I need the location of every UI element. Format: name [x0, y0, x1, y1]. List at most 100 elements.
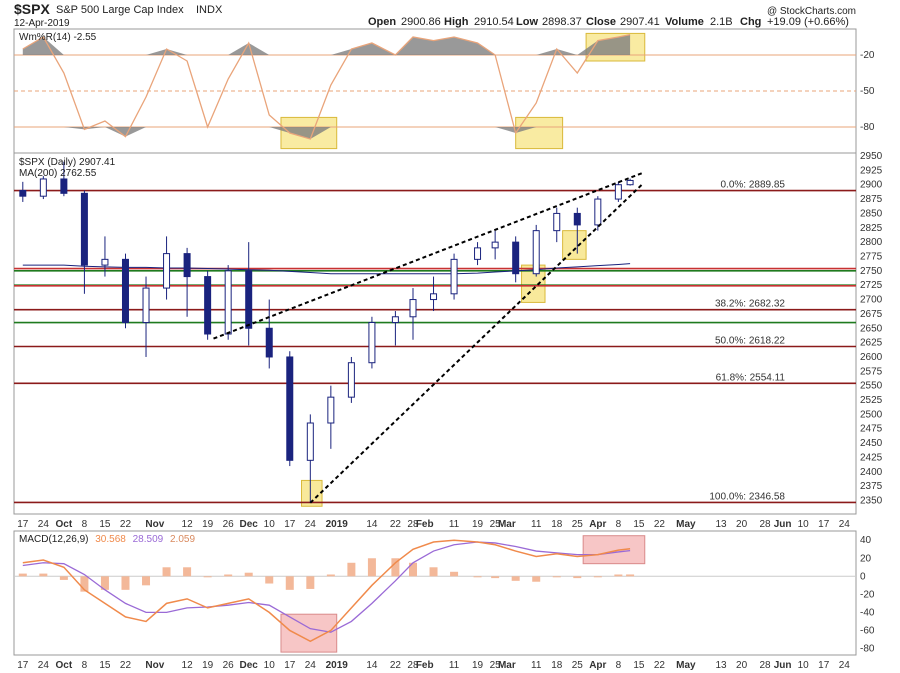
macd-tick-label-4: -40	[860, 607, 875, 618]
time-label-1-30: May	[676, 660, 696, 671]
watermark: @ StockCharts.com	[767, 6, 856, 17]
willr-line	[22, 33, 631, 140]
macd-hist-bar-11	[244, 572, 253, 577]
candle-body-12	[265, 327, 273, 358]
macd-hist-bar-2	[59, 576, 68, 580]
exchange: INDX	[196, 4, 223, 16]
time-label-1-4: 15	[99, 660, 111, 671]
price-panel	[13, 152, 857, 515]
time-label-0-9: 26	[223, 519, 235, 530]
time-label-1-22: Mar	[498, 660, 516, 671]
time-label-1-7: 12	[182, 660, 194, 671]
candle-body-26	[553, 212, 561, 232]
candle-body-11	[245, 270, 253, 329]
price-tick-label-12: 2650	[860, 323, 883, 334]
time-label-1-8: 19	[202, 660, 214, 671]
candle-body-8	[183, 253, 191, 278]
candle-body-10	[224, 270, 232, 335]
macd-hist-bar-25	[532, 576, 541, 582]
macd-tick-label-3: -20	[860, 589, 875, 600]
price-tick-label-4: 2450	[860, 438, 883, 449]
time-label-0-37: 24	[839, 519, 851, 530]
time-label-0-19: 11	[449, 519, 460, 530]
candle-body-24	[512, 241, 520, 275]
macd-hist-bar-23	[491, 576, 500, 579]
time-label-0-29: 22	[654, 519, 666, 530]
time-label-1-36: 17	[818, 660, 830, 671]
time-label-1-19: 11	[449, 660, 460, 671]
time-label-0-27: 8	[616, 519, 622, 530]
level-label-7: 50.0%: 2618.22	[715, 336, 785, 347]
macd-hist-bar-26	[552, 576, 561, 578]
macd-hist-bar-9	[203, 576, 212, 578]
price-tick-label-1: 2375	[860, 481, 883, 492]
open-value: 2900.86	[401, 16, 441, 28]
time-label-1-35: 10	[798, 660, 810, 671]
time-label-1-14: 2019	[326, 660, 349, 671]
candle-body-23	[491, 241, 499, 249]
price-tick-label-3: 2425	[860, 452, 883, 463]
time-label-0-14: 2019	[326, 519, 349, 530]
time-label-1-11: 10	[264, 660, 276, 671]
price-tick-label-7: 2525	[860, 395, 883, 406]
price-tick-label-15: 2725	[860, 280, 883, 291]
time-label-0-0: 17	[17, 519, 29, 530]
time-label-1-9: 26	[223, 660, 235, 671]
price-tick-label-10: 2600	[860, 352, 883, 363]
candle-body-15	[327, 396, 335, 424]
candle-body-28	[594, 198, 602, 226]
time-label-0-3: 8	[82, 519, 88, 530]
price-tick-label-14: 2700	[860, 295, 883, 306]
macd-hist-bar-10	[224, 574, 233, 577]
candle-body-20	[430, 293, 438, 301]
level-label-9: 100.0%: 2346.58	[709, 491, 785, 502]
macd-hist-bar-5	[121, 576, 130, 590]
candle-body-7	[163, 253, 171, 289]
candle-body-19	[409, 299, 417, 318]
time-label-0-28: 15	[633, 519, 645, 530]
level-label-0: 0.0%: 2889.85	[721, 180, 786, 191]
price-layer: 0.0%: 2889.85 38.2%: 2682.32 50.0%: 2618.2…	[14, 151, 883, 507]
time-label-0-4: 15	[99, 519, 111, 530]
macd-hist-bar-21	[450, 571, 459, 577]
price-tick-label-18: 2800	[860, 237, 883, 248]
time-label-1-21: 25	[490, 660, 502, 671]
macd-hist-bar-18	[391, 558, 400, 577]
macd-hist-bar-15	[326, 574, 335, 577]
low-value: 2898.37	[542, 16, 582, 28]
macd-hist-bar-14	[306, 576, 315, 589]
macd-hist-bar-17	[367, 558, 376, 577]
candle-body-29	[614, 184, 622, 200]
willr-legend: Wm%R(14) -2.55	[19, 32, 97, 43]
time-label-1-29: 22	[654, 660, 666, 671]
instrument-name: S&P 500 Large Cap Index	[56, 4, 184, 16]
macd-hist-bar-1	[39, 573, 48, 577]
candle-body-2	[60, 178, 68, 194]
time-axis: 17 24 Oct 8 15 22 Nov 12 19 26 Dec 10 17 24 2019 14 22 28…	[17, 519, 850, 671]
level-label-8: 61.8%: 2554.11	[716, 372, 786, 383]
macd-legend-name: MACD(12,26,9)	[19, 534, 88, 545]
time-label-0-5: 22	[120, 519, 132, 530]
time-label-1-0: 17	[17, 660, 29, 671]
macd-legend-hist: 2.059	[170, 534, 195, 545]
macd-tick-label-6: -80	[860, 643, 875, 654]
time-label-0-23: 11	[531, 519, 542, 530]
time-label-1-16: 22	[390, 660, 402, 671]
level-label-5: 38.2%: 2682.32	[715, 299, 785, 310]
signal-line	[22, 541, 631, 633]
price-tick-label-9: 2575	[860, 366, 883, 377]
time-label-1-20: 19	[472, 660, 484, 671]
candle-body-21	[450, 258, 458, 295]
time-label-0-20: 19	[472, 519, 484, 530]
time-label-0-11: 10	[264, 519, 276, 530]
time-label-1-5: 22	[120, 660, 132, 671]
price-tick-label-6: 2500	[860, 409, 883, 420]
time-label-0-31: 13	[715, 519, 727, 530]
price-highlight-2	[562, 230, 587, 260]
candle-body-27	[573, 212, 581, 226]
macd-tick-label-5: -60	[860, 625, 875, 636]
time-label-0-16: 22	[390, 519, 402, 530]
time-label-1-10: Dec	[240, 660, 259, 671]
low-label: Low	[516, 16, 538, 28]
macd-hist-bar-7	[162, 567, 171, 577]
